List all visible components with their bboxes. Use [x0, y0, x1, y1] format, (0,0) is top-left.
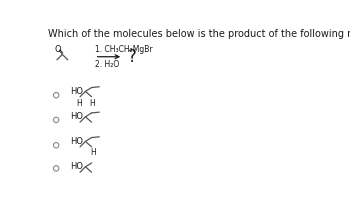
Text: H: H: [90, 99, 95, 108]
Text: HO: HO: [70, 137, 83, 146]
Text: HO: HO: [70, 87, 83, 96]
Text: H: H: [90, 148, 96, 157]
Text: ?: ?: [128, 48, 136, 66]
Text: 2. H₂O: 2. H₂O: [96, 60, 120, 69]
Text: Which of the molecules below is the product of the following reaction sequence?: Which of the molecules below is the prod…: [48, 29, 350, 39]
Text: H: H: [76, 99, 82, 108]
Text: HO: HO: [70, 112, 83, 121]
Text: HO: HO: [70, 162, 83, 171]
Text: 1. CH₃CH₂MgBr: 1. CH₃CH₂MgBr: [96, 45, 153, 54]
Text: O: O: [54, 44, 61, 54]
